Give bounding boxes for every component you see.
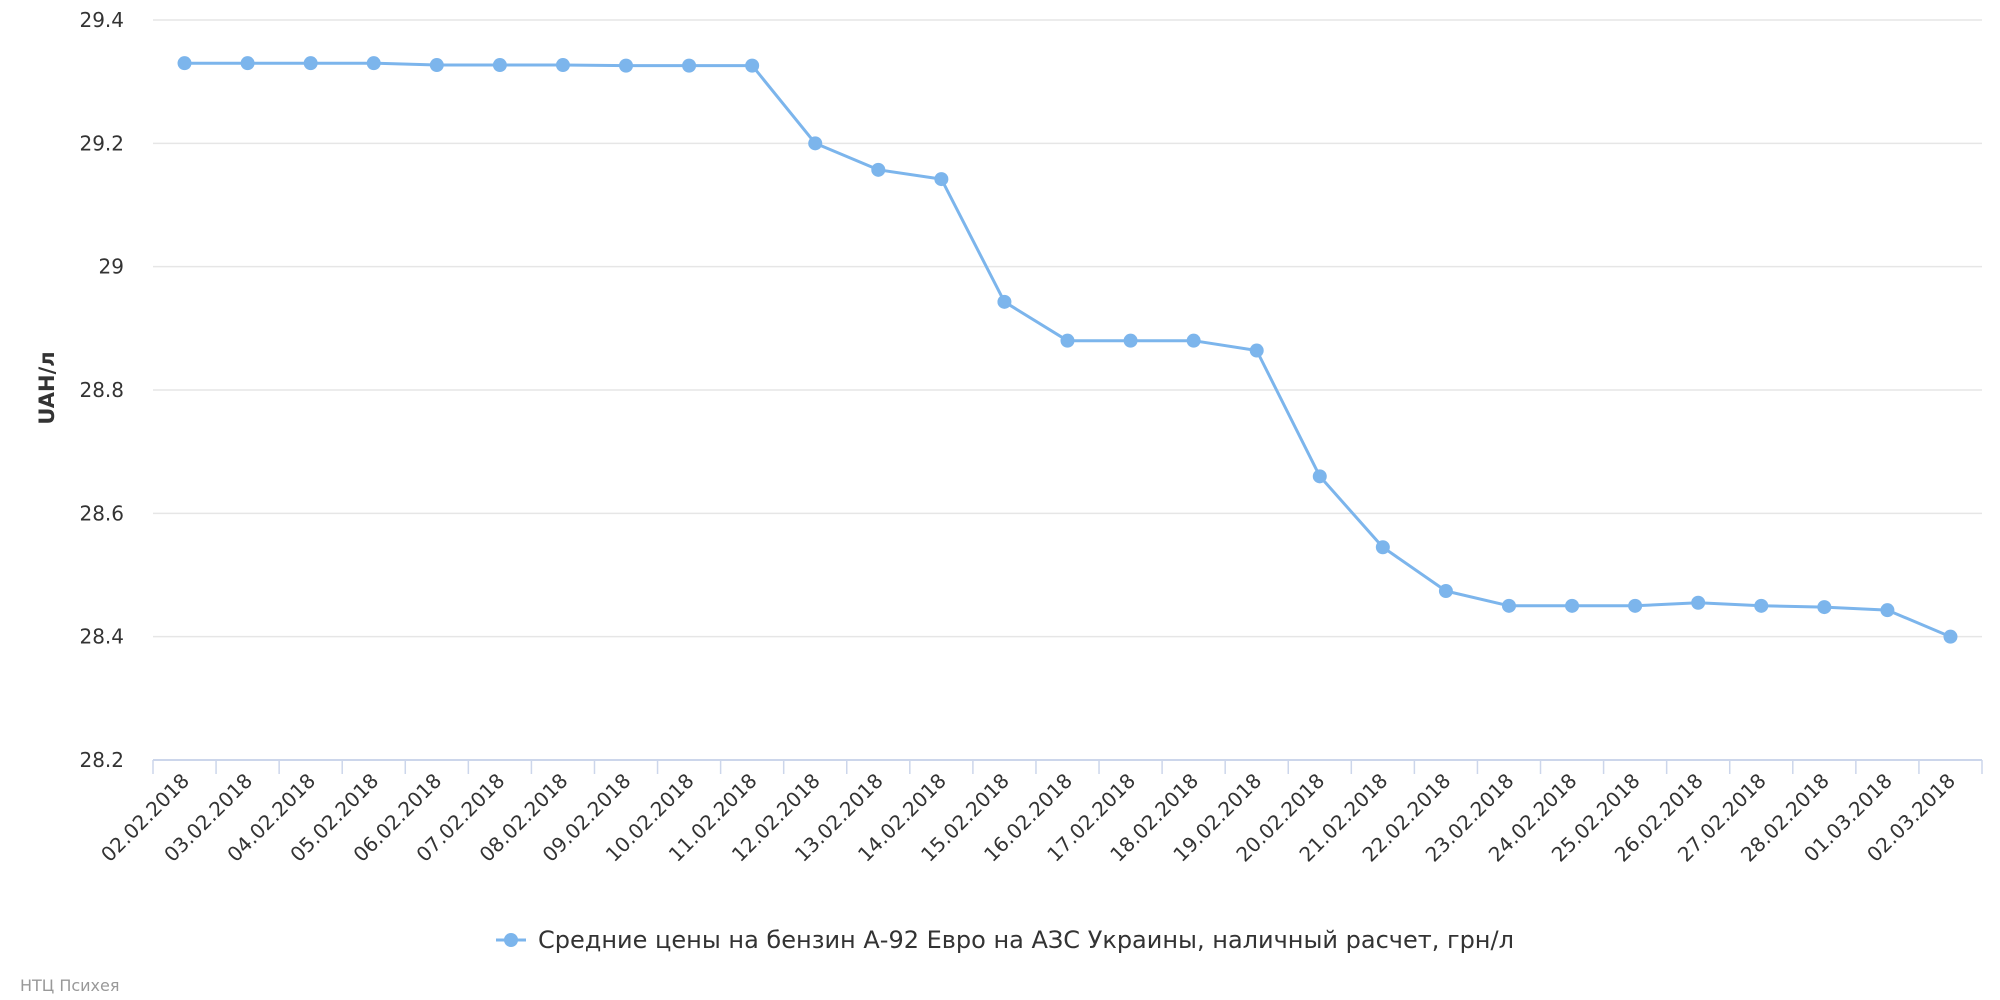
y-tick-label: 28.4 (79, 625, 124, 649)
y-axis-ticks: 28.2 28.4 28.6 28.8 29 29.2 29.4 (79, 8, 124, 772)
data-point[interactable] (1943, 629, 1958, 644)
y-tick-label: 29 (99, 255, 124, 279)
data-point[interactable] (682, 58, 697, 73)
series-line (184, 61, 1952, 639)
y-tick-label: 29.4 (79, 8, 124, 32)
y-axis-title: UAH/л (35, 351, 59, 424)
data-point[interactable] (1060, 333, 1075, 348)
data-point[interactable] (808, 136, 823, 151)
data-point[interactable] (1691, 595, 1706, 610)
data-point[interactable] (1438, 584, 1453, 599)
data-point[interactable] (366, 56, 381, 71)
data-point[interactable] (1375, 540, 1390, 555)
data-point[interactable] (745, 58, 760, 73)
data-point[interactable] (1312, 469, 1327, 484)
y-tick-label: 28.6 (79, 501, 124, 525)
data-point[interactable] (1628, 598, 1643, 613)
data-point[interactable] (934, 172, 949, 187)
data-point[interactable] (555, 58, 570, 73)
legend[interactable]: Средние цены на бензин А-92 Евро на АЗС … (496, 926, 1514, 954)
data-point[interactable] (1186, 333, 1201, 348)
y-tick-label: 29.2 (79, 131, 124, 155)
data-point[interactable] (303, 56, 318, 71)
gridlines (153, 19, 1982, 638)
data-point[interactable] (1123, 333, 1138, 348)
data-point[interactable] (1565, 598, 1580, 613)
credit-label[interactable]: НТЦ Психея (20, 976, 119, 995)
x-axis-ticks: 02.02.201803.02.201804.02.201805.02.2018… (96, 760, 1983, 867)
data-point[interactable] (619, 58, 634, 73)
data-point[interactable] (177, 56, 192, 71)
data-point[interactable] (1817, 600, 1832, 615)
legend-label: Средние цены на бензин А-92 Евро на АЗС … (538, 926, 1514, 954)
data-point[interactable] (1754, 598, 1769, 613)
data-point[interactable] (240, 56, 255, 71)
data-point[interactable] (997, 294, 1012, 309)
series-line-group (177, 56, 1958, 644)
data-point[interactable] (871, 162, 886, 177)
y-tick-label: 28.2 (79, 748, 124, 772)
legend-marker-symbol (504, 933, 518, 947)
data-point[interactable] (1249, 343, 1264, 358)
y-tick-label: 28.8 (79, 378, 124, 402)
data-point[interactable] (429, 58, 444, 73)
data-point[interactable] (1880, 603, 1895, 618)
data-point[interactable] (492, 58, 507, 73)
data-point[interactable] (1501, 598, 1516, 613)
